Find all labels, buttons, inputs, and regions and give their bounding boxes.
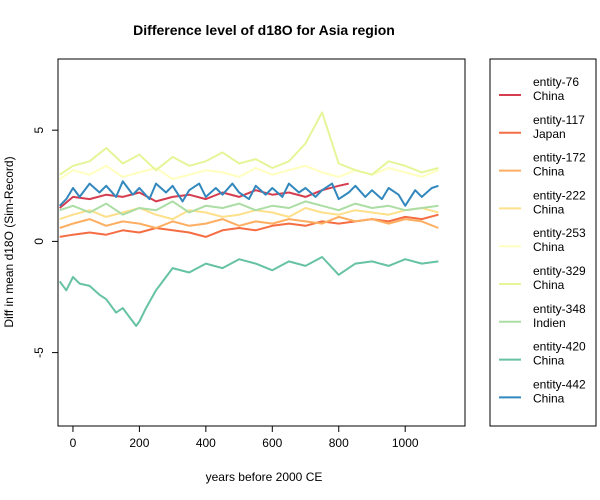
y-axis-label: Diff in mean d18O (Sim-Record)	[2, 156, 16, 327]
legend-entry-region: China	[533, 354, 565, 368]
legend-entry-region: China	[533, 240, 565, 254]
x-tick-label: 0	[70, 436, 77, 450]
series-line-entity-76	[59, 182, 349, 209]
legend-entry-name: entity-76	[533, 75, 579, 89]
chart-title: Difference level of d18O for Asia region	[133, 22, 395, 38]
y-tick-label: 0	[32, 238, 46, 245]
y-tick-label: -5	[32, 347, 46, 358]
legend-entry-name: entity-420	[533, 340, 586, 354]
legend-entry-name: entity-348	[533, 302, 586, 316]
legend-entry-region: China	[533, 278, 565, 292]
y-tick-label: 5	[32, 127, 46, 134]
series-layer	[58, 111, 439, 327]
legend-entry-region: China	[533, 165, 565, 179]
x-tick-label: 200	[129, 436, 149, 450]
series-line-entity-348	[59, 200, 439, 216]
x-tick-label: 800	[329, 436, 349, 450]
legend-entry-region: Japan	[533, 127, 566, 141]
legend-entry-name: entity-253	[533, 226, 586, 240]
legend-entry-name: entity-442	[533, 377, 586, 391]
series-line-entity-329	[59, 111, 439, 176]
legend-entry-region: China	[533, 89, 565, 103]
series-line-entity-420	[58, 256, 439, 327]
plot-frame	[57, 58, 466, 427]
legend-entry-region: Indien	[533, 316, 566, 330]
series-line-entity-442	[58, 180, 439, 207]
legend-entry-name: entity-222	[533, 188, 586, 202]
x-tick-label: 600	[262, 436, 282, 450]
axes-layer: 0 200 400 600 800 1000 -5 0 5	[32, 127, 419, 450]
series-line-entity-117	[59, 213, 439, 238]
legend-entry-name: entity-117	[533, 113, 585, 127]
x-tick-label: 1000	[392, 436, 419, 450]
legend-entry-name: entity-329	[533, 264, 586, 278]
legend-entry-name: entity-172	[533, 151, 586, 165]
series-line-entity-172	[59, 215, 439, 229]
legend-box	[489, 58, 597, 427]
x-tick-label: 400	[196, 436, 216, 450]
legend: entity-76Chinaentity-117Japanentity-172C…	[499, 75, 586, 405]
legend-entry-region: China	[533, 391, 565, 405]
legend-entry-region: China	[533, 202, 565, 216]
x-axis-label: years before 2000 CE	[206, 470, 323, 484]
